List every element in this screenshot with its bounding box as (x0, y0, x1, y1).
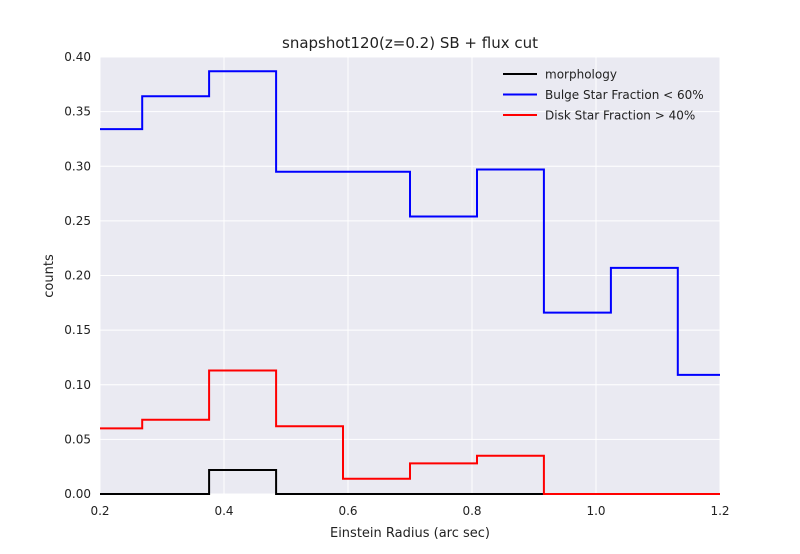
y-tick-label: 0.20 (64, 269, 91, 283)
x-tick-label: 0.6 (338, 504, 357, 518)
legend-label-1: morphology (545, 68, 617, 82)
series-line-3 (100, 369, 720, 495)
chart-title: snapshot120(z=0.2) SB + flux cut (282, 34, 538, 52)
legend: morphology Bulge Star Fraction < 60% Disk … (503, 68, 704, 123)
x-tick-label: 1.2 (710, 504, 729, 518)
y-tick-label: 0.10 (64, 378, 91, 392)
y-tick-label: 0.15 (64, 323, 91, 337)
x-tick-label: 1.0 (586, 504, 605, 518)
grid (99, 56, 721, 495)
y-tick-label: 0.30 (64, 159, 91, 173)
legend-label-2: Bulge Star Fraction < 60% (545, 88, 704, 102)
y-tick-label: 0.05 (64, 432, 91, 446)
y-axis-label: counts (42, 254, 57, 298)
x-tick-label: 0.8 (462, 504, 481, 518)
y-tick-label: 0.35 (64, 105, 91, 119)
series-line-2 (100, 70, 720, 376)
series-group (100, 70, 720, 495)
x-tick-label: 0.2 (90, 504, 109, 518)
y-tick-label: 0.25 (64, 214, 91, 228)
y-tick-label: 0.40 (64, 50, 91, 64)
y-tick-label: 0.00 (64, 487, 91, 501)
x-tick-label: 0.4 (214, 504, 233, 518)
tick-labels: 0.2 0.4 0.6 0.8 1.0 1.2 0.00 0.05 0.10 0.15 0.20 0.… (64, 50, 729, 518)
x-axis-label: Einstein Radius (arc sec) (330, 526, 490, 541)
legend-label-3: Disk Star Fraction > 40% (545, 109, 695, 123)
